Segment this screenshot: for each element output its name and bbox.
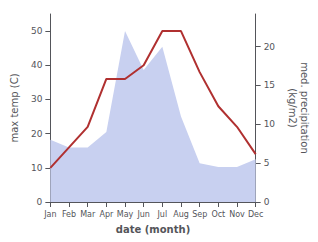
svg-text:max temp (C): max temp (C) — [9, 73, 20, 142]
svg-text:Nov: Nov — [229, 210, 245, 219]
svg-text:med. precipitation: med. precipitation — [299, 62, 310, 154]
svg-text:Dec: Dec — [248, 210, 263, 219]
svg-text:10: 10 — [31, 163, 43, 173]
svg-text:5: 5 — [264, 158, 270, 168]
svg-text:Feb: Feb — [62, 210, 76, 219]
svg-text:50: 50 — [31, 26, 43, 36]
svg-text:40: 40 — [31, 60, 43, 70]
svg-text:Aug: Aug — [173, 210, 189, 219]
svg-text:20: 20 — [31, 129, 43, 139]
svg-text:Jul: Jul — [157, 210, 168, 219]
svg-text:Oct: Oct — [211, 210, 225, 219]
svg-text:date (month): date (month) — [116, 224, 190, 235]
svg-text:Mar: Mar — [80, 210, 96, 219]
svg-text:(kg/m2): (kg/m2) — [287, 88, 298, 128]
svg-text:15: 15 — [264, 80, 275, 90]
svg-text:30: 30 — [31, 94, 43, 104]
svg-text:0: 0 — [37, 197, 43, 207]
svg-text:Apr: Apr — [99, 210, 114, 219]
svg-text:10: 10 — [264, 119, 276, 129]
svg-text:Jun: Jun — [136, 210, 150, 219]
svg-text:Sep: Sep — [192, 210, 207, 219]
svg-text:0: 0 — [264, 197, 270, 207]
svg-text:Jan: Jan — [43, 210, 56, 219]
svg-text:20: 20 — [264, 42, 276, 52]
svg-text:May: May — [117, 210, 134, 219]
